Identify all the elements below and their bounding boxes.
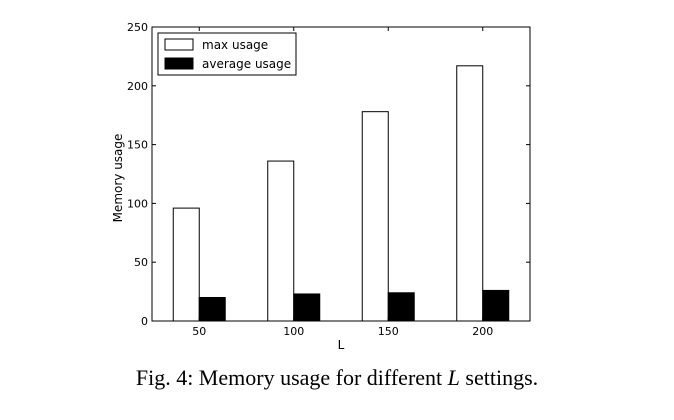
figure-caption: Fig. 4: Memory usage for different L set…	[0, 365, 674, 391]
bar-average-usage-100	[293, 293, 321, 322]
x-tick-label-150: 150	[378, 325, 399, 338]
legend-swatch-average-usage	[164, 57, 194, 70]
legend-label-average-usage: average usage	[202, 57, 291, 71]
caption-prefix: Fig. 4: Memory usage for different	[135, 365, 448, 390]
bars-group	[172, 65, 510, 322]
y-axis-label: Memory usage	[111, 134, 125, 223]
bar-average-usage-50	[198, 296, 226, 322]
x-axis-label: L	[338, 338, 345, 352]
caption-suffix: settings.	[459, 365, 539, 390]
y-tick-label-200: 200	[127, 80, 148, 93]
bar-max-usage-150	[361, 111, 389, 322]
x-tick-label-200: 200	[472, 325, 493, 338]
y-tick-label-100: 100	[127, 197, 148, 210]
bar-average-usage-200	[482, 289, 510, 322]
y-tick-label-0: 0	[141, 315, 148, 328]
x-axis: 50 100 150 200	[192, 27, 493, 338]
y-tick-label-50: 50	[134, 256, 148, 269]
y-axis: 0 50 100 150 200 250	[127, 21, 530, 328]
legend-swatch-max-usage	[164, 38, 194, 51]
x-tick-label-50: 50	[192, 325, 206, 338]
plot-frame	[151, 26, 531, 322]
bar-max-usage-200	[456, 65, 484, 322]
legend: max usage average usage	[157, 32, 297, 76]
bar-chart: 0 50 100 150 200 250 50 100 150 200 Memory usage…	[111, 21, 531, 352]
x-tick-label-100: 100	[283, 325, 304, 338]
legend-label-max-usage: max usage	[202, 38, 268, 52]
bar-max-usage-50	[172, 207, 200, 322]
y-tick-label-150: 150	[127, 139, 148, 152]
bar-average-usage-150	[387, 292, 415, 322]
caption-variable: L	[447, 365, 460, 390]
bar-max-usage-100	[267, 160, 295, 322]
y-tick-label-250: 250	[127, 21, 148, 34]
